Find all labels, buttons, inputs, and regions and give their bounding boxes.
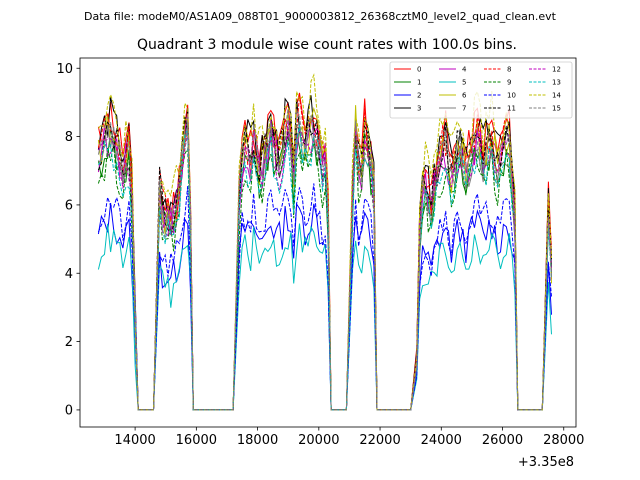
legend-label-2: 2: [417, 92, 421, 100]
series-line-8: [97, 95, 552, 411]
x-tick-label: 18000: [237, 433, 278, 448]
legend-label-7: 7: [462, 105, 466, 113]
x-tick-label: 20000: [298, 433, 339, 448]
legend-label-10: 10: [507, 92, 516, 100]
legend-label-0: 0: [417, 66, 421, 74]
axes: 14000 16000 18000 20000 22000 24000 26000 28000…: [56, 57, 584, 448]
y-tick-label: 6: [65, 198, 73, 213]
x-tick-label: 26000: [482, 433, 523, 448]
x-tick-label: 16000: [176, 433, 217, 448]
series-line-10: [97, 183, 552, 411]
y-tick-label: 2: [65, 335, 73, 350]
y-tick-label: 4: [65, 267, 73, 282]
x-tick-label: 22000: [359, 433, 400, 448]
legend-label-15: 15: [552, 105, 561, 113]
series-line-3: [97, 95, 552, 411]
x-offset-label: +3.35e8: [518, 455, 574, 470]
legend-label-3: 3: [417, 105, 421, 113]
legend-label-1: 1: [417, 79, 421, 87]
series-line-5: [97, 223, 552, 411]
series-line-12: [97, 120, 552, 411]
chart-title: Quadrant 3 module wise count rates with …: [137, 37, 517, 53]
series-line-11: [97, 117, 552, 411]
series-line-13: [98, 124, 552, 411]
axes-frame: [79, 57, 577, 428]
series-line-2: [97, 202, 552, 411]
y-tick-label: 8: [65, 130, 73, 145]
series-line-9: [97, 136, 552, 411]
legend-label-13: 13: [552, 79, 561, 87]
series-lines: [97, 73, 552, 411]
x-tick-label: 14000: [114, 433, 155, 448]
legend-label-9: 9: [507, 79, 511, 87]
legend-label-12: 12: [552, 66, 561, 74]
series-line-14: [98, 73, 552, 411]
legend-label-4: 4: [462, 66, 467, 74]
legend-label-14: 14: [552, 92, 561, 100]
x-tick-label: 24000: [421, 433, 462, 448]
data-file-label: Data file: modeM0/AS1A09_088T01_90000038…: [84, 10, 557, 23]
legend-label-8: 8: [507, 66, 511, 74]
legend-label-6: 6: [462, 92, 467, 100]
series-line-15: [98, 108, 552, 411]
legend-label-11: 11: [507, 105, 516, 113]
plot-area: [97, 73, 552, 411]
legend-label-5: 5: [462, 79, 466, 87]
series-line-0: [97, 92, 552, 411]
y-tick-label: 10: [56, 62, 73, 77]
y-tick-label: 0: [65, 403, 73, 418]
legend-box: [389, 61, 573, 119]
x-tick-label: 28000: [543, 433, 584, 448]
